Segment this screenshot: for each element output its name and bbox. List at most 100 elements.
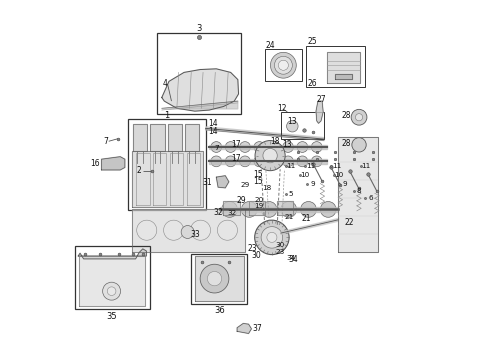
- Circle shape: [283, 141, 294, 152]
- Text: 31: 31: [202, 178, 212, 187]
- Circle shape: [352, 138, 366, 152]
- Circle shape: [311, 156, 322, 167]
- Polygon shape: [223, 201, 240, 215]
- Circle shape: [181, 226, 194, 238]
- Text: 13: 13: [283, 140, 292, 149]
- Polygon shape: [195, 256, 245, 301]
- Circle shape: [225, 156, 236, 167]
- Polygon shape: [338, 137, 378, 252]
- Polygon shape: [237, 323, 251, 333]
- Circle shape: [191, 220, 211, 240]
- Text: 15: 15: [253, 170, 263, 179]
- Text: 33: 33: [191, 230, 200, 239]
- Polygon shape: [133, 125, 147, 151]
- Text: 21: 21: [302, 214, 311, 223]
- Text: 22: 22: [344, 218, 354, 227]
- Polygon shape: [162, 101, 238, 109]
- Bar: [74, 246, 150, 309]
- Text: 32: 32: [214, 208, 223, 217]
- Text: 34: 34: [288, 255, 298, 264]
- Circle shape: [355, 114, 363, 121]
- Text: 4: 4: [163, 80, 168, 89]
- Circle shape: [263, 148, 277, 163]
- Polygon shape: [101, 157, 125, 170]
- Circle shape: [254, 156, 265, 167]
- Text: 28: 28: [342, 111, 351, 120]
- Circle shape: [300, 202, 317, 217]
- Polygon shape: [248, 201, 265, 215]
- Circle shape: [207, 271, 221, 286]
- Text: 11: 11: [306, 163, 315, 169]
- Circle shape: [281, 202, 296, 217]
- Text: 26: 26: [308, 79, 318, 88]
- Text: 24: 24: [266, 41, 275, 50]
- Text: 14: 14: [209, 127, 218, 136]
- Polygon shape: [316, 101, 323, 123]
- Bar: [157, 33, 242, 114]
- Polygon shape: [170, 153, 183, 205]
- Circle shape: [311, 141, 322, 152]
- Text: 9: 9: [310, 181, 315, 187]
- Polygon shape: [187, 153, 200, 205]
- Text: 1: 1: [164, 111, 170, 120]
- Text: 15: 15: [253, 176, 263, 185]
- Polygon shape: [79, 256, 146, 306]
- Text: 29: 29: [241, 183, 249, 188]
- Text: 37: 37: [253, 324, 263, 333]
- Text: 29: 29: [236, 196, 245, 205]
- Circle shape: [211, 141, 221, 152]
- Polygon shape: [209, 159, 327, 163]
- Circle shape: [211, 156, 221, 167]
- Circle shape: [261, 226, 283, 248]
- Circle shape: [137, 220, 157, 240]
- Text: 30: 30: [275, 242, 285, 248]
- Text: 16: 16: [90, 159, 100, 168]
- Polygon shape: [168, 125, 182, 151]
- Bar: [281, 112, 324, 139]
- Polygon shape: [150, 125, 165, 151]
- Text: 30: 30: [251, 251, 261, 260]
- Circle shape: [270, 52, 296, 78]
- Text: 19: 19: [254, 203, 263, 209]
- Circle shape: [255, 220, 289, 255]
- Circle shape: [225, 141, 236, 152]
- Polygon shape: [205, 127, 324, 140]
- Circle shape: [320, 202, 336, 217]
- Text: 36: 36: [214, 306, 224, 315]
- Text: 5: 5: [289, 191, 293, 197]
- Text: 23: 23: [248, 244, 258, 253]
- Text: 17: 17: [231, 140, 241, 149]
- Polygon shape: [220, 207, 338, 212]
- Circle shape: [297, 156, 308, 167]
- Circle shape: [269, 141, 279, 152]
- Text: 8: 8: [357, 189, 361, 194]
- Bar: [265, 49, 302, 81]
- Polygon shape: [153, 153, 167, 205]
- Text: 6: 6: [368, 195, 373, 201]
- Circle shape: [218, 220, 238, 240]
- Circle shape: [267, 232, 277, 242]
- Circle shape: [269, 156, 279, 167]
- Polygon shape: [78, 249, 147, 259]
- Text: 11: 11: [286, 163, 295, 169]
- Polygon shape: [281, 219, 339, 234]
- Polygon shape: [132, 209, 245, 252]
- Text: 10: 10: [301, 172, 310, 178]
- Text: 2: 2: [137, 166, 142, 175]
- Text: 18: 18: [262, 185, 271, 191]
- Text: 21: 21: [284, 213, 294, 220]
- Circle shape: [297, 141, 308, 152]
- Circle shape: [200, 264, 229, 293]
- Text: 7: 7: [103, 137, 108, 146]
- Polygon shape: [335, 74, 352, 79]
- Polygon shape: [327, 51, 360, 83]
- Text: 12: 12: [277, 104, 287, 113]
- Text: 14: 14: [209, 119, 218, 128]
- Text: 23: 23: [275, 249, 285, 255]
- Circle shape: [283, 156, 294, 167]
- Circle shape: [102, 282, 121, 300]
- Polygon shape: [209, 145, 327, 149]
- Polygon shape: [136, 153, 149, 205]
- Text: 17: 17: [231, 154, 241, 163]
- Circle shape: [164, 220, 184, 240]
